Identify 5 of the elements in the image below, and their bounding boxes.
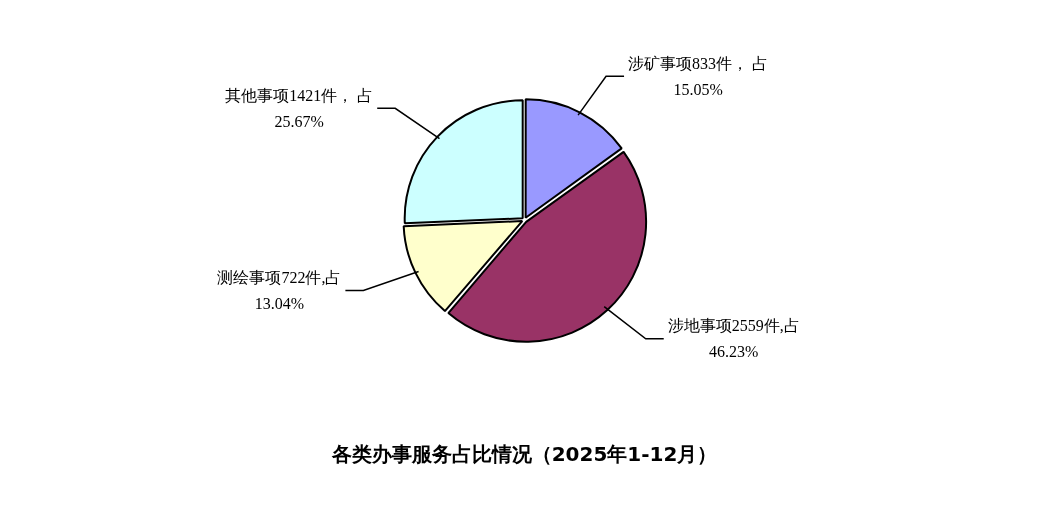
slice-label: 测绘事项722件,占 13.04% xyxy=(217,268,342,312)
slice-label: 其他事项1421件， 占 25.67% xyxy=(225,86,374,130)
slice-label: 涉地事项2559件,占 46.23% xyxy=(667,317,800,361)
slice-label: 涉矿事项833件， 占 15.05% xyxy=(628,54,769,98)
text: 各类办事服务占比情况（2025年1-12月） xyxy=(330,442,718,467)
